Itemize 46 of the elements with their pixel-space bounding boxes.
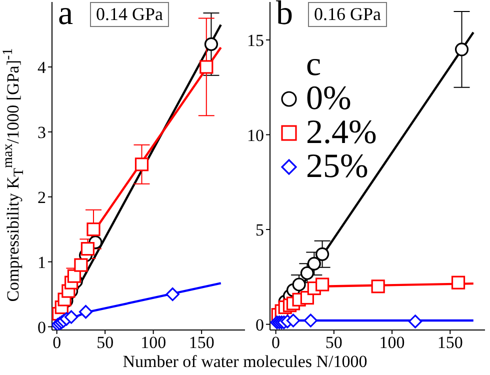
- point: [315, 278, 330, 292]
- x-tick-label: 0: [272, 333, 280, 352]
- point: [315, 247, 330, 261]
- point: [78, 305, 93, 319]
- point: [451, 276, 466, 290]
- point: [74, 258, 88, 272]
- x-axis-title: Number of water molecules N/1000: [122, 352, 368, 372]
- y-tick-label: 15: [247, 30, 264, 50]
- point: [408, 314, 422, 328]
- point: [292, 278, 306, 292]
- point: [166, 287, 180, 302]
- x-tick-label: 50: [96, 333, 114, 352]
- y-tick-label: 3: [38, 122, 46, 142]
- y-tick-label: 10: [247, 126, 264, 145]
- point: [371, 280, 385, 294]
- x-tick-label: 50: [325, 333, 342, 352]
- annotation: 0.14 GPa: [90, 2, 169, 27]
- point: [64, 310, 78, 324]
- legend-label: 2.4%: [306, 114, 377, 151]
- point: [304, 314, 318, 328]
- point: [80, 242, 95, 256]
- annotation: 0.16 GPa: [308, 2, 387, 27]
- point: [86, 222, 100, 236]
- x-tick-label: 100: [140, 333, 166, 352]
- x-tick-label: 0: [52, 333, 62, 352]
- point: [134, 158, 149, 172]
- point: [200, 60, 214, 74]
- x-tick-label: 150: [188, 333, 214, 352]
- y-tick-label: 5: [256, 220, 264, 240]
- legend-title: c: [306, 46, 322, 83]
- x-tick-label: 100: [379, 333, 405, 352]
- y-tick-label: 2: [38, 188, 46, 207]
- legend-label: 25%: [306, 148, 368, 185]
- point: [307, 256, 321, 270]
- point: [286, 314, 300, 328]
- y-tick-label: 4: [38, 58, 46, 77]
- x-tick-label: 150: [437, 333, 463, 352]
- y-tick-label: 1: [38, 252, 46, 272]
- y-tick-label: 0: [38, 318, 46, 337]
- legend-label: 0%: [306, 80, 352, 117]
- annotation: a: [58, 0, 74, 32]
- point: [300, 266, 314, 280]
- annotation: b: [276, 0, 293, 32]
- point: [454, 42, 469, 56]
- y-tick-label: 0: [256, 315, 264, 334]
- point: [204, 37, 218, 52]
